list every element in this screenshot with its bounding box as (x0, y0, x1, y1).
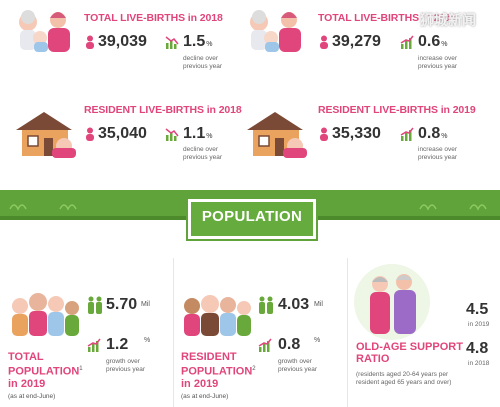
births-card-4: RESIDENT LIVE-BIRTHS in 2019 35,330 0.8%… (245, 90, 500, 180)
births-rate-value-3: 1.1 (183, 125, 206, 142)
resident-population-sub: (as at end-June) (181, 393, 229, 400)
people-group-icon (184, 295, 251, 336)
resident-population-title-3: in 2019 (181, 377, 219, 390)
family-illustration-icon (250, 10, 301, 52)
support-ratio-title-2: RATIO (356, 353, 390, 365)
total-population-count: 5.70 (106, 296, 138, 313)
births-card-3: RESIDENT LIVE-BIRTHS in 2018 35,040 1.1%… (0, 90, 245, 180)
total-population-title-2: POPULATION (8, 365, 80, 378)
resident-population-title-2: POPULATION (181, 365, 253, 378)
total-population-title-line2: POPULATION1 (8, 363, 98, 378)
trend-down-icon (165, 128, 179, 141)
resident-population-card: 4.03 Mil 0.8 % growth over previous year… (174, 258, 347, 407)
watermark: 狮城新闻 (420, 12, 476, 28)
trend-up-icon (400, 127, 414, 141)
births-rate-value-4: 0.8 (418, 125, 441, 142)
births-count-1: 39,039 (98, 33, 147, 50)
support-ratio-value-2019: 4.5 (466, 301, 489, 318)
total-population-growth: 1.2 (106, 336, 129, 353)
support-ratio-title-1: OLD-AGE SUPPORT (356, 341, 463, 353)
column-divider (347, 258, 348, 407)
support-ratio-note: (residents aged 20-64 years per resident… (356, 371, 452, 386)
total-population-title: TOTAL POPULATION1 in 2019 (8, 351, 98, 390)
total-population-card: 5.70 Mil 1.2 % growth over previous year… (0, 258, 173, 407)
births-rate-2: 0.6% (418, 33, 447, 51)
baby-icon (320, 127, 328, 141)
births-rate-unit-4: % (441, 133, 448, 140)
population-banner (188, 199, 316, 239)
births-title-4: RESIDENT LIVE-BIRTHS in 2019 (318, 104, 476, 116)
support-ratio-title: OLD-AGE SUPPORT RATIO (356, 341, 466, 365)
births-count-3: 35,040 (98, 125, 147, 142)
births-count-2: 39,279 (332, 33, 381, 50)
births-note-4: increase over previous year (418, 146, 458, 161)
resident-population-unit: Mil (314, 301, 323, 308)
person-pair-icon (259, 296, 273, 314)
resident-population-title-line2: POPULATION2 (181, 363, 273, 378)
person-pair-icon (88, 296, 102, 314)
births-rate-1: 1.5% (183, 33, 212, 51)
births-rate-unit-2: % (441, 41, 448, 48)
births-rate-4: 0.8% (418, 125, 447, 143)
resident-population-title: RESIDENT POPULATION2 in 2019 (181, 351, 273, 390)
resident-population-title-1: RESIDENT (181, 351, 237, 363)
footnote-2: 2 (252, 366, 256, 372)
total-population-unit: Mil (141, 301, 150, 308)
total-population-growth-unit: % (144, 337, 151, 344)
support-ratio-card: OLD-AGE SUPPORT RATIO (residents aged 20… (348, 258, 500, 407)
family-illustration-icon (19, 10, 70, 52)
trend-up-icon (400, 35, 414, 49)
resident-population-count: 4.03 (278, 296, 310, 313)
trend-down-icon (165, 36, 179, 49)
births-title-3: RESIDENT LIVE-BIRTHS in 2018 (84, 104, 242, 116)
total-population-title-3: in 2019 (8, 377, 46, 390)
births-title-2: TOTAL LIVE-BIRTHS in 2019 (318, 12, 457, 24)
resident-population-growth-unit: % (314, 337, 321, 344)
total-population-title-1: TOTAL (8, 351, 44, 363)
total-population-sub: (as at end-June) (8, 393, 56, 400)
births-card-2: TOTAL LIVE-BIRTHS in 2019 39,279 0.6% in… (245, 0, 500, 90)
births-count-4: 35,330 (332, 125, 381, 142)
births-note-1: decline over previous year (183, 55, 223, 70)
footnote-1: 1 (79, 366, 83, 372)
house-icon (247, 112, 307, 158)
births-rate-value-2: 0.6 (418, 33, 441, 50)
births-rate-value-1: 1.5 (183, 33, 206, 50)
births-title-1: TOTAL LIVE-BIRTHS in 2018 (84, 12, 223, 24)
support-ratio-value-2018: 4.8 (466, 340, 489, 357)
population-banner-label: POPULATION (201, 208, 303, 225)
support-ratio-year-2018: in 2018 (468, 360, 490, 367)
elderly-badge (354, 264, 430, 340)
resident-population-growth-note: growth over previous year (278, 358, 318, 373)
total-population-growth-note: growth over previous year (106, 358, 146, 373)
births-card-1: TOTAL LIVE-BIRTHS in 2018 39,039 1.5% de… (0, 0, 245, 90)
births-rate-3: 1.1% (183, 125, 212, 143)
house-icon (16, 112, 76, 158)
elderly-couple-icon (370, 274, 416, 334)
baby-icon (320, 35, 328, 49)
trend-up-icon (87, 338, 101, 352)
births-note-2: increase over previous year (418, 55, 458, 70)
column-divider (173, 258, 174, 407)
births-rate-unit-1: % (206, 41, 213, 48)
banner-decoration (9, 204, 487, 211)
births-note-3: decline over previous year (183, 146, 223, 161)
people-group-icon (12, 293, 79, 336)
baby-icon (86, 127, 94, 141)
births-rate-unit-3: % (206, 133, 213, 140)
trend-up-icon (258, 338, 272, 352)
baby-icon (86, 35, 94, 49)
resident-population-growth: 0.8 (278, 336, 301, 353)
support-ratio-year-2019: in 2019 (468, 321, 490, 328)
